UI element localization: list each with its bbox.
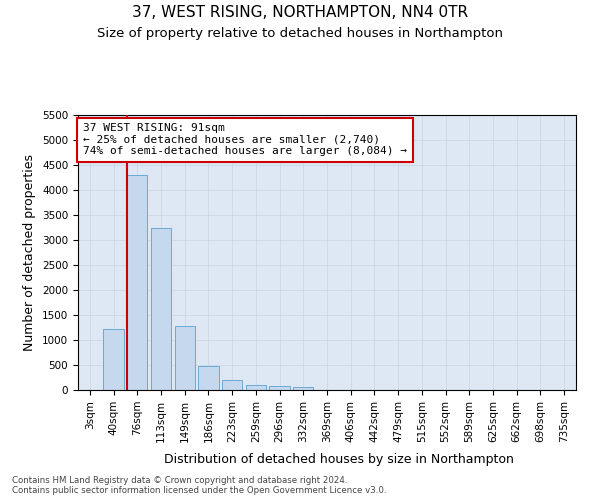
Bar [127, 175, 148, 390]
Bar [175, 326, 195, 390]
Bar [269, 386, 290, 390]
Text: 37, WEST RISING, NORTHAMPTON, NN4 0TR: 37, WEST RISING, NORTHAMPTON, NN4 0TR [132, 5, 468, 20]
Text: 37 WEST RISING: 91sqm
← 25% of detached houses are smaller (2,740)
74% of semi-d: 37 WEST RISING: 91sqm ← 25% of detached … [83, 123, 407, 156]
Text: Contains HM Land Registry data © Crown copyright and database right 2024.
Contai: Contains HM Land Registry data © Crown c… [12, 476, 386, 495]
Text: Size of property relative to detached houses in Northampton: Size of property relative to detached ho… [97, 28, 503, 40]
Bar [293, 387, 313, 390]
Bar [222, 380, 242, 390]
Bar [246, 385, 266, 390]
Bar [199, 366, 218, 390]
Bar [103, 328, 124, 390]
Text: Distribution of detached houses by size in Northampton: Distribution of detached houses by size … [164, 452, 514, 466]
Y-axis label: Number of detached properties: Number of detached properties [23, 154, 37, 351]
Bar [151, 228, 171, 390]
